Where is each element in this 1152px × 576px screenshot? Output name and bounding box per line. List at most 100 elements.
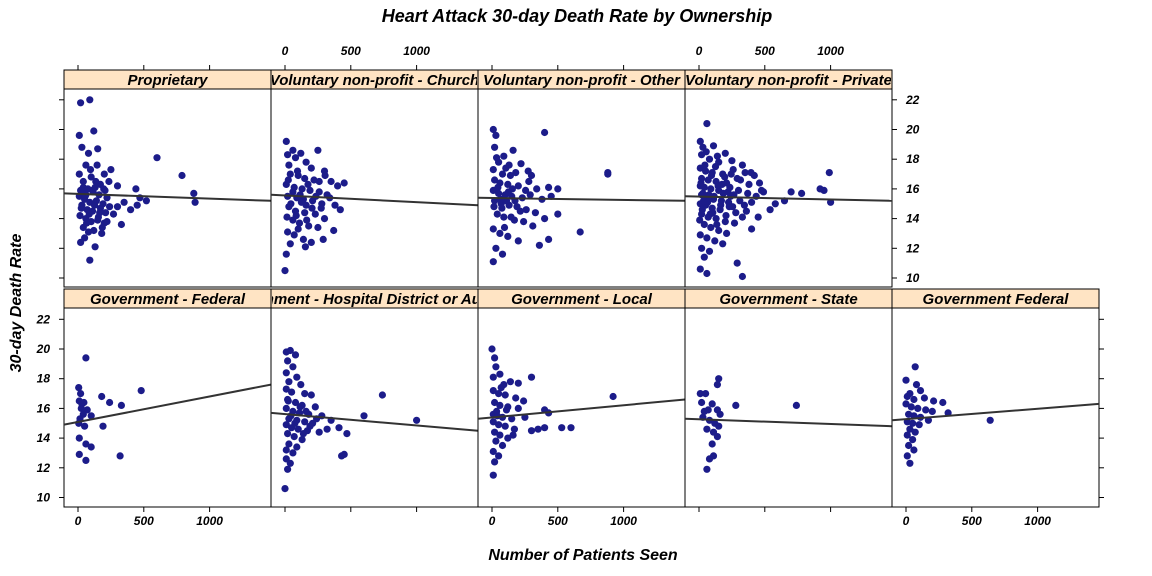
data-point — [289, 363, 297, 371]
data-point — [700, 253, 708, 261]
data-point — [307, 164, 315, 172]
data-point — [307, 238, 315, 246]
data-point — [307, 391, 315, 399]
y-tick-label: 22 — [905, 93, 920, 107]
data-point — [498, 204, 506, 212]
data-point — [702, 390, 710, 398]
data-point — [99, 422, 107, 430]
data-point — [100, 185, 108, 193]
data-point — [335, 424, 343, 432]
data-point — [303, 216, 311, 224]
data-point — [493, 154, 501, 162]
data-point — [510, 425, 518, 433]
panel-plot-area — [892, 363, 1099, 467]
data-point — [298, 185, 306, 193]
data-point — [903, 392, 911, 401]
data-point — [302, 158, 310, 166]
data-point — [533, 185, 541, 193]
data-point — [299, 430, 307, 438]
data-point — [87, 173, 95, 181]
data-point — [288, 388, 296, 396]
data-point — [317, 204, 325, 212]
data-point — [512, 394, 520, 402]
data-point — [282, 137, 290, 145]
y-tick-label: 14 — [37, 431, 51, 445]
data-point — [906, 425, 914, 433]
data-point — [492, 244, 500, 252]
data-point — [698, 206, 706, 214]
data-point — [906, 459, 914, 467]
data-point — [497, 195, 505, 203]
data-point — [360, 412, 368, 420]
data-point — [733, 259, 741, 267]
data-point — [696, 216, 704, 224]
data-point — [707, 223, 715, 232]
regression-line — [271, 193, 478, 207]
data-point — [742, 207, 751, 215]
data-point — [748, 198, 756, 206]
data-point — [698, 244, 706, 252]
x-tick-label: 500 — [548, 514, 568, 528]
data-point — [909, 419, 917, 427]
data-point — [506, 378, 514, 386]
data-point — [728, 157, 736, 165]
x-tick-label: 0 — [282, 44, 289, 58]
data-point — [716, 410, 724, 418]
data-point — [295, 219, 304, 227]
data-point — [113, 182, 122, 190]
data-point — [496, 431, 504, 439]
data-point — [314, 223, 322, 232]
data-point — [529, 222, 537, 230]
data-point — [825, 169, 833, 177]
data-point — [914, 404, 922, 412]
panel: Proprietary — [63, 69, 272, 288]
data-point — [281, 267, 289, 275]
data-point — [609, 392, 617, 401]
data-point — [282, 369, 290, 377]
data-point — [903, 452, 911, 460]
data-point — [98, 392, 106, 401]
data-point — [911, 428, 919, 436]
data-point — [498, 250, 507, 258]
data-point — [517, 160, 525, 168]
data-point — [77, 204, 85, 212]
data-point — [297, 198, 305, 206]
regression-line — [271, 411, 478, 432]
data-point — [284, 228, 292, 236]
y-tick-label: 10 — [906, 271, 920, 285]
data-point — [153, 154, 161, 162]
data-point — [291, 154, 300, 162]
data-point — [491, 143, 499, 151]
data-point — [699, 189, 707, 197]
data-point — [507, 213, 515, 221]
data-point — [491, 428, 499, 436]
data-point — [80, 398, 88, 407]
data-point — [541, 424, 549, 432]
data-point — [301, 418, 309, 426]
x-tick-label: 1000 — [403, 44, 430, 58]
data-point — [495, 452, 503, 460]
data-point — [293, 167, 302, 175]
data-point — [909, 436, 917, 444]
regression-line — [685, 195, 892, 202]
data-point — [910, 446, 918, 454]
data-point — [911, 363, 919, 371]
data-point — [726, 183, 734, 191]
data-point — [734, 186, 743, 194]
x-tick-label: 0 — [696, 44, 703, 58]
x-tick-label: 0 — [489, 514, 496, 528]
panel-frame — [63, 307, 272, 508]
data-point — [732, 401, 740, 409]
strip-label: Voluntary non-profit - Private — [685, 72, 892, 89]
data-point — [915, 421, 923, 429]
data-point — [281, 485, 289, 493]
data-point — [490, 203, 498, 211]
data-point — [86, 256, 94, 264]
data-point — [319, 235, 327, 243]
data-point — [320, 215, 329, 223]
x-tick-label: 500 — [134, 514, 154, 528]
data-point — [944, 409, 952, 417]
data-point — [912, 381, 921, 389]
data-point — [771, 200, 779, 208]
data-point — [289, 146, 297, 154]
